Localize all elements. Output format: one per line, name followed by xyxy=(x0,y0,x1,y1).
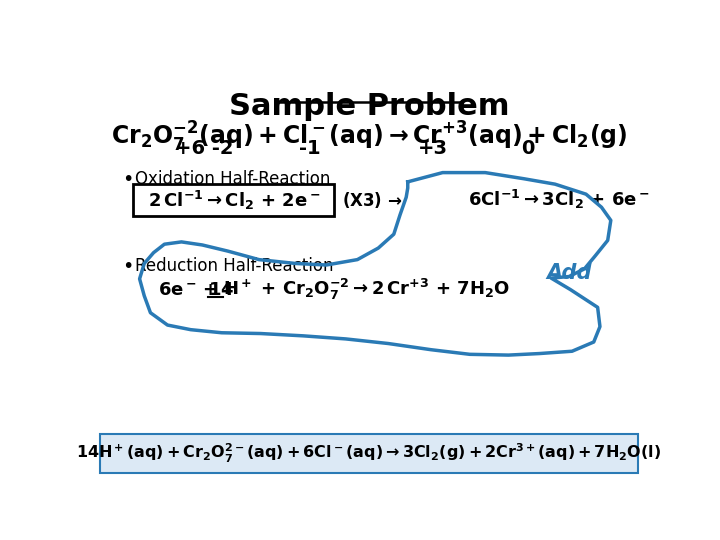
Text: Oxidation Half-Reaction: Oxidation Half-Reaction xyxy=(135,170,330,188)
Text: $\mathbf{6e^- +}$: $\mathbf{6e^- +}$ xyxy=(158,281,217,299)
Text: +3: +3 xyxy=(418,139,449,158)
Text: Sample Problem: Sample Problem xyxy=(229,92,509,121)
Text: $\mathbf{H^+\, +\, Cr_2O_7^{-2} \rightarrow 2\,Cr^{+3}\, +\, 7H_2O}$: $\mathbf{H^+\, +\, Cr_2O_7^{-2} \rightar… xyxy=(223,277,510,302)
Text: $\mathbf{2\,Cl^{-1} \rightarrow Cl_2\, +\, 2e^-}$: $\mathbf{2\,Cl^{-1} \rightarrow Cl_2\, +… xyxy=(148,189,320,212)
Text: $\mathbf{(X3)\,\rightarrow}$: $\mathbf{(X3)\,\rightarrow}$ xyxy=(342,190,402,210)
Text: Reduction Half-Reaction: Reduction Half-Reaction xyxy=(135,257,333,275)
Text: -1: -1 xyxy=(299,139,320,158)
Text: $\mathbf{14H^+(aq) + Cr_2O_7^{2-}(aq) + 6Cl^-(aq) \rightarrow 3Cl_2(g) + 2Cr^{3+: $\mathbf{14H^+(aq) + Cr_2O_7^{2-}(aq) + … xyxy=(76,442,662,465)
Text: •: • xyxy=(122,170,134,190)
Text: +6 -2: +6 -2 xyxy=(176,139,234,158)
Text: 0: 0 xyxy=(521,139,534,158)
Text: $\mathbf{6Cl^{-1} \rightarrow 3Cl_2\, +\, 6e^-}$: $\mathbf{6Cl^{-1} \rightarrow 3Cl_2\, +\… xyxy=(468,188,650,211)
Text: $\mathbf{14}$: $\mathbf{14}$ xyxy=(208,281,234,299)
Text: $\mathbf{Cr_2O_7^{-2}(aq) + Cl^-(aq) \rightarrow Cr^{+3}(aq) + Cl_2(g)}$: $\mathbf{Cr_2O_7^{-2}(aq) + Cl^-(aq) \ri… xyxy=(111,120,627,154)
FancyBboxPatch shape xyxy=(100,434,638,473)
Text: Add: Add xyxy=(546,262,592,283)
Text: •: • xyxy=(122,257,134,276)
FancyBboxPatch shape xyxy=(133,184,334,217)
